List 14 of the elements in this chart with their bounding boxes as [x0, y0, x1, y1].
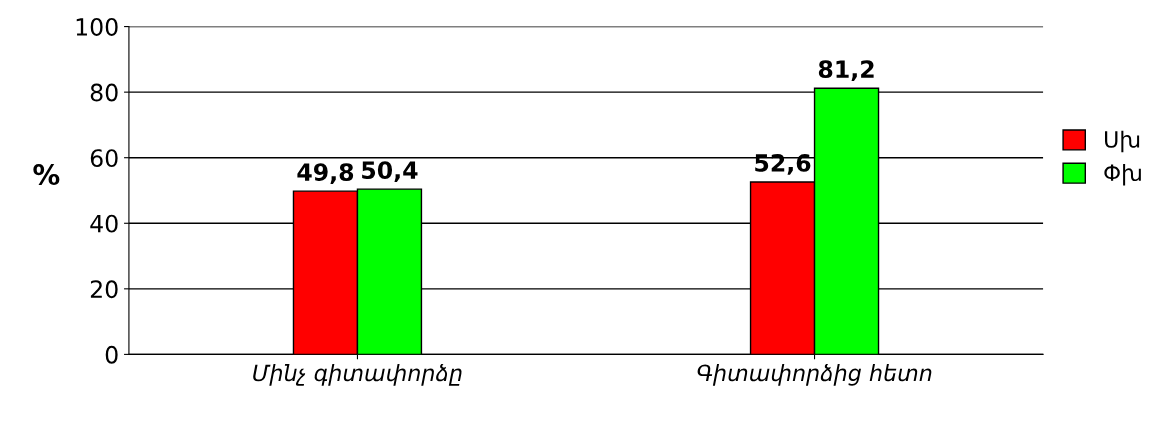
text: 81,2	[818, 60, 874, 82]
x-tick-label: Մինչ գիտափորձը	[253, 364, 462, 386]
legend-label: Փխ	[1104, 163, 1141, 186]
legend-label: Սխ	[1105, 130, 1140, 153]
y-axis-title: %	[33, 164, 60, 186]
y-tick-label: 20	[90, 280, 118, 299]
y-tick-label: 60	[90, 149, 118, 168]
y-tick-label: 100	[76, 18, 118, 36]
text: 49,8	[297, 163, 354, 185]
y-tick-label: 0	[105, 345, 118, 364]
text: 50,4	[362, 161, 418, 183]
x-tick-label: Գիտափորձից հետո	[697, 364, 932, 386]
y-tick-label: 80	[90, 83, 118, 102]
y-tick-label: 40	[90, 214, 118, 233]
